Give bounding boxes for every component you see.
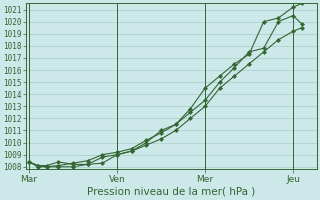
X-axis label: Pression niveau de la mer( hPa ): Pression niveau de la mer( hPa ) <box>87 187 255 197</box>
